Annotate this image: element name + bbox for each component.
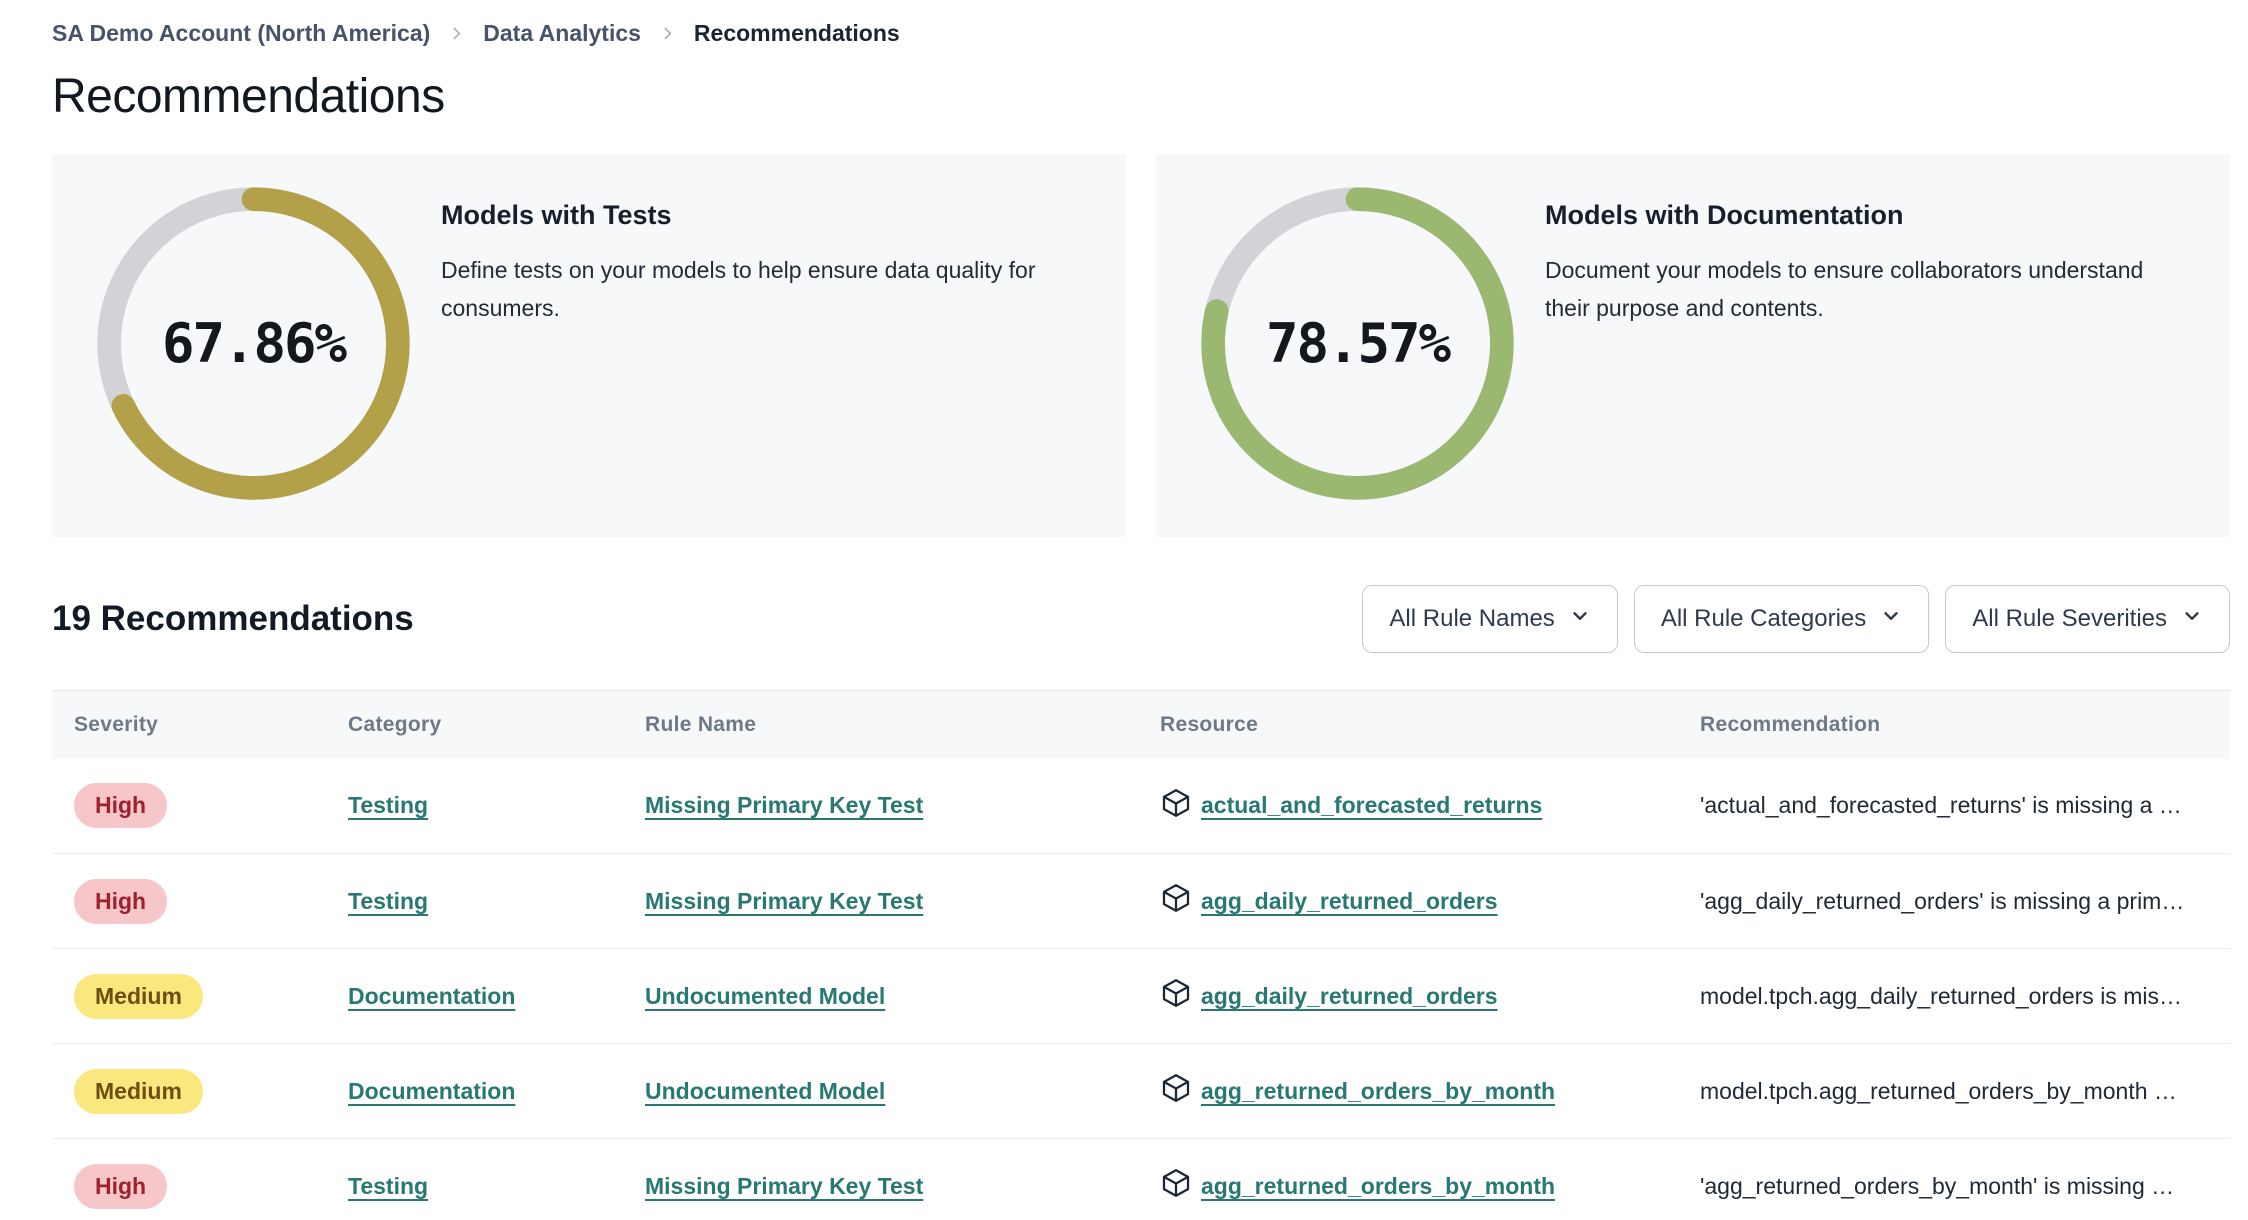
chevron-right-icon (659, 25, 676, 42)
resource-link[interactable]: actual_and_forecasted_returns (1201, 792, 1543, 819)
column-header-category: Category (326, 690, 623, 759)
table-row: High Testing Missing Primary Key Test ag… (52, 1138, 2230, 1220)
model-cube-icon (1160, 1167, 1192, 1205)
breadcrumb: SA Demo Account (North America) Data Ana… (52, 20, 2230, 47)
resource-link[interactable]: agg_returned_orders_by_month (1201, 1077, 1556, 1104)
table-row: High Testing Missing Primary Key Test ac… (52, 758, 2230, 854)
column-header-resource: Resource (1138, 690, 1678, 759)
rule-severities-filter-dropdown[interactable]: All Rule Severities (1945, 585, 2230, 653)
breadcrumb-account[interactable]: SA Demo Account (North America) (52, 20, 431, 46)
category-link[interactable]: Testing (348, 887, 429, 914)
documentation-card-description: Document your models to ensure collabora… (1545, 257, 2144, 321)
rule-categories-filter-dropdown[interactable]: All Rule Categories (1633, 585, 1930, 653)
documentation-percent-value: 78.57% (1265, 312, 1451, 375)
table-row: High Testing Missing Primary Key Test ag… (52, 853, 2230, 949)
severity-badge: High (74, 783, 168, 829)
column-header-recommendation: Recommendation (1678, 690, 2230, 759)
chevron-down-icon (1880, 605, 1902, 634)
rule-name-link[interactable]: Undocumented Model (645, 982, 886, 1009)
models-with-documentation-card: 78.57% Models with Documentation Documen… (1156, 154, 2230, 537)
category-link[interactable]: Testing (348, 1172, 429, 1199)
chevron-down-icon (1569, 605, 1591, 634)
models-with-tests-card: 67.86% Models with Tests Define tests on… (52, 154, 1126, 537)
resource-link[interactable]: agg_returned_orders_by_month (1201, 1172, 1556, 1199)
rule-names-filter-label: All Rule Names (1389, 605, 1555, 632)
column-header-rule-name: Rule Name (623, 690, 1138, 759)
rule-name-link[interactable]: Missing Primary Key Test (645, 792, 924, 819)
resource-link[interactable]: agg_daily_returned_orders (1201, 982, 1498, 1009)
tests-percent-value: 67.86% (161, 312, 347, 375)
chevron-right-icon (448, 25, 465, 42)
stat-cards: 67.86% Models with Tests Define tests on… (52, 154, 2230, 537)
documentation-card-title: Models with Documentation (1545, 200, 1904, 230)
model-cube-icon (1160, 1072, 1192, 1110)
breadcrumb-project[interactable]: Data Analytics (483, 20, 641, 46)
rule-categories-filter-label: All Rule Categories (1660, 605, 1867, 632)
donut-value-arc (1201, 187, 1514, 500)
donut-value-arc (97, 187, 410, 500)
severity-badge: Medium (74, 973, 203, 1019)
table-row: Medium Documentation Undocumented Model … (52, 1043, 2230, 1139)
model-cube-icon (1160, 787, 1192, 825)
category-link[interactable]: Documentation (348, 982, 516, 1009)
model-cube-icon (1160, 882, 1192, 920)
severity-badge: Medium (74, 1068, 203, 1114)
tests-card-title: Models with Tests (441, 200, 672, 230)
recommendation-text: model.tpch.agg_daily_returned_orders is … (1700, 982, 2182, 1009)
resource-link[interactable]: agg_daily_returned_orders (1201, 887, 1498, 914)
page-title: Recommendations (52, 70, 445, 123)
severity-badge: High (74, 878, 168, 924)
list-header: 19 Recommendations All Rule Names All Ru… (52, 585, 2230, 653)
table-header-row: Severity Category Rule Name Resource Rec… (52, 690, 2230, 759)
recommendation-text: 'agg_returned_orders_by_month' is missin… (1700, 1172, 2175, 1199)
rule-severities-filter-label: All Rule Severities (1972, 605, 2167, 632)
table-row: Medium Documentation Undocumented Model … (52, 948, 2230, 1044)
column-header-severity: Severity (52, 690, 326, 759)
recommendation-text: 'agg_daily_returned_orders' is missing a… (1700, 887, 2185, 914)
chevron-down-icon (2181, 605, 2203, 634)
recommendation-text: 'actual_and_forecasted_returns' is missi… (1700, 792, 2182, 819)
recommendations-table: Severity Category Rule Name Resource Rec… (52, 690, 2230, 1220)
recommendation-text: model.tpch.agg_returned_orders_by_month … (1700, 1077, 2177, 1104)
tests-donut-chart: 67.86% (96, 186, 411, 501)
documentation-donut-chart: 78.57% (1200, 186, 1515, 501)
rule-name-link[interactable]: Missing Primary Key Test (645, 887, 924, 914)
severity-badge: High (74, 1163, 168, 1209)
rule-name-link[interactable]: Undocumented Model (645, 1077, 886, 1104)
category-link[interactable]: Testing (348, 792, 429, 819)
breadcrumb-current: Recommendations (693, 20, 900, 46)
rule-name-link[interactable]: Missing Primary Key Test (645, 1172, 924, 1199)
filter-bar: All Rule Names All Rule Categories All R… (1362, 585, 2230, 653)
category-link[interactable]: Documentation (348, 1077, 516, 1104)
model-cube-icon (1160, 977, 1192, 1015)
rule-names-filter-dropdown[interactable]: All Rule Names (1362, 585, 1618, 653)
tests-card-description: Define tests on your models to help ensu… (441, 257, 1036, 321)
recommendations-count: 19 Recommendations (52, 599, 414, 638)
